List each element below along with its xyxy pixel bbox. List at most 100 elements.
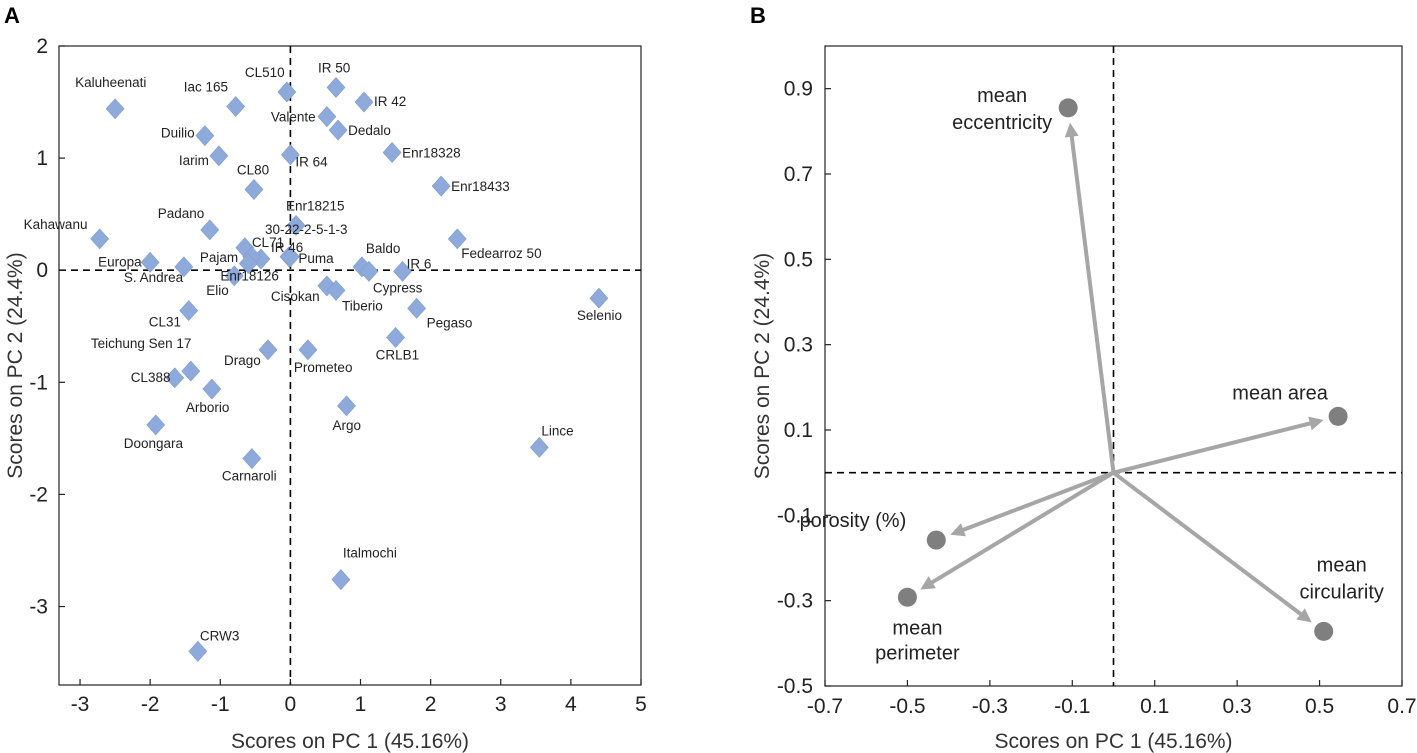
point-marker <box>407 297 427 319</box>
x-axis-title-b: Scores on PC 1 (45.16%) <box>994 730 1232 753</box>
point-label: Tiberio <box>342 298 383 313</box>
loading-label: mean area <box>1232 382 1328 404</box>
point-marker <box>337 395 356 417</box>
point-marker <box>328 119 348 141</box>
loading-point <box>1328 406 1348 426</box>
y-tick-label-a: -2 <box>29 483 48 506</box>
point-marker <box>447 228 467 250</box>
x-tick-label-a: -2 <box>141 693 160 716</box>
point-label: Selenio <box>577 308 622 323</box>
point-label: Europa <box>98 254 142 269</box>
point-marker <box>280 144 300 166</box>
point-marker <box>298 339 318 361</box>
loading-arrowhead <box>1296 608 1312 623</box>
point-label: Teichung Sen 17 <box>91 336 192 351</box>
x-tick-label-b: 0.5 <box>1305 695 1334 718</box>
point-label: Arborio <box>186 400 230 415</box>
loading-point <box>1314 621 1334 641</box>
point-label: Italmochi <box>343 546 397 561</box>
point-label: Cypress <box>373 280 423 295</box>
y-tick-label-b: -0.3 <box>777 590 813 613</box>
loading-arrow <box>1112 471 1304 617</box>
loading-arrow <box>929 470 1115 585</box>
y-tick-label-b: 0.1 <box>784 419 813 442</box>
point-marker <box>174 256 194 278</box>
loading-label: porosity (%) <box>800 510 907 532</box>
point-label: IR 64 <box>295 155 328 170</box>
x-tick-label-b: -0.3 <box>972 695 1008 718</box>
point-label: Puma <box>298 251 334 266</box>
point-marker <box>359 260 379 282</box>
loading-arrowhead <box>950 523 966 537</box>
point-label: Lince <box>541 423 573 438</box>
loading-label-line: mean <box>1317 554 1367 576</box>
point-label: Elio <box>206 283 229 298</box>
x-axis-title-a: Scores on PC 1 (45.16%) <box>231 730 469 753</box>
x-tick-label-a: 4 <box>565 693 577 716</box>
point-label: Enr18215 <box>286 198 345 213</box>
loading-arrowhead <box>1064 122 1079 138</box>
point-marker <box>326 279 346 301</box>
point-label: IR 50 <box>318 60 350 75</box>
loading-label: mean perimeter <box>875 617 960 664</box>
point-label: Pajam <box>200 250 238 265</box>
point-marker <box>140 251 160 273</box>
panel-a-letter: A <box>4 3 20 28</box>
x-tick-label-b: 0.7 <box>1387 695 1416 718</box>
point-marker <box>258 339 278 361</box>
point-marker <box>209 145 229 167</box>
x-tick-label-a: -3 <box>71 693 90 716</box>
point-label: Drago <box>224 353 261 368</box>
point-label: CL388 <box>131 370 171 385</box>
point-label: CRW3 <box>200 628 240 643</box>
point-label: S. Andrea <box>124 270 184 285</box>
panel-a: A -3 -2 -1 0 1 2 3 4 5 -3 -2 -1 0 1 2 Scores on PC 1 (4… <box>4 3 647 753</box>
point-label: Fedearroz 50 <box>461 246 541 261</box>
point-marker <box>280 246 300 268</box>
loading-arrow <box>1069 134 1116 473</box>
point-label: CL31 <box>149 315 181 330</box>
point-marker <box>242 448 262 469</box>
point-label: Padano <box>158 206 205 221</box>
loading-point <box>1058 98 1078 118</box>
point-marker <box>179 300 199 322</box>
point-label: Baldo <box>366 241 401 256</box>
point-label: Enr18126 <box>220 268 279 283</box>
point-label: CL71 <box>252 235 284 250</box>
point-marker <box>286 214 306 236</box>
loading-arrowhead <box>1308 416 1324 431</box>
point-label: Iarim <box>179 153 209 168</box>
point-marker <box>188 640 208 662</box>
point-marker <box>90 228 110 250</box>
point-label: Valente <box>271 110 316 125</box>
point-marker <box>382 142 402 163</box>
point-marker <box>202 378 222 400</box>
y-tick-label-b: 0.3 <box>784 334 813 357</box>
point-label: Doongara <box>124 436 184 451</box>
point-marker <box>529 436 549 458</box>
y-tick-label-a: -1 <box>29 371 48 394</box>
loading-point <box>926 530 946 550</box>
point-marker <box>431 175 451 197</box>
x-tick-label-b: 0.1 <box>1140 695 1169 718</box>
point-marker <box>146 414 166 436</box>
x-tick-label-b: -0.1 <box>1054 695 1090 718</box>
point-label: IR 6 <box>407 256 432 271</box>
point-label: Iac 165 <box>184 80 228 95</box>
point-marker <box>331 569 351 591</box>
point-marker <box>354 91 374 113</box>
point-label: Pegaso <box>427 315 473 330</box>
y-axis-title-b: Scores on PC 2 (24.4%) <box>751 253 774 479</box>
panel-b: B -0.7 -0.5 -0.3 -0.1 0.1 0.3 0.5 0.7-0.5-0.3-0… <box>750 3 1417 753</box>
point-marker <box>181 360 201 382</box>
x-tick-label-a: 0 <box>285 693 297 716</box>
point-label: 30-22-2-5-1-3 <box>265 222 348 237</box>
loading-label-line: mean <box>977 85 1027 107</box>
point-label: Enr18328 <box>402 146 461 161</box>
x-tick-label-b: -0.7 <box>807 695 843 718</box>
loading-label-line: mean <box>892 617 942 639</box>
y-tick-label-b: 0.7 <box>784 163 813 186</box>
point-label: Prometeo <box>294 360 353 375</box>
point-label: Duilio <box>161 126 195 141</box>
plot-frame-a <box>58 45 642 686</box>
